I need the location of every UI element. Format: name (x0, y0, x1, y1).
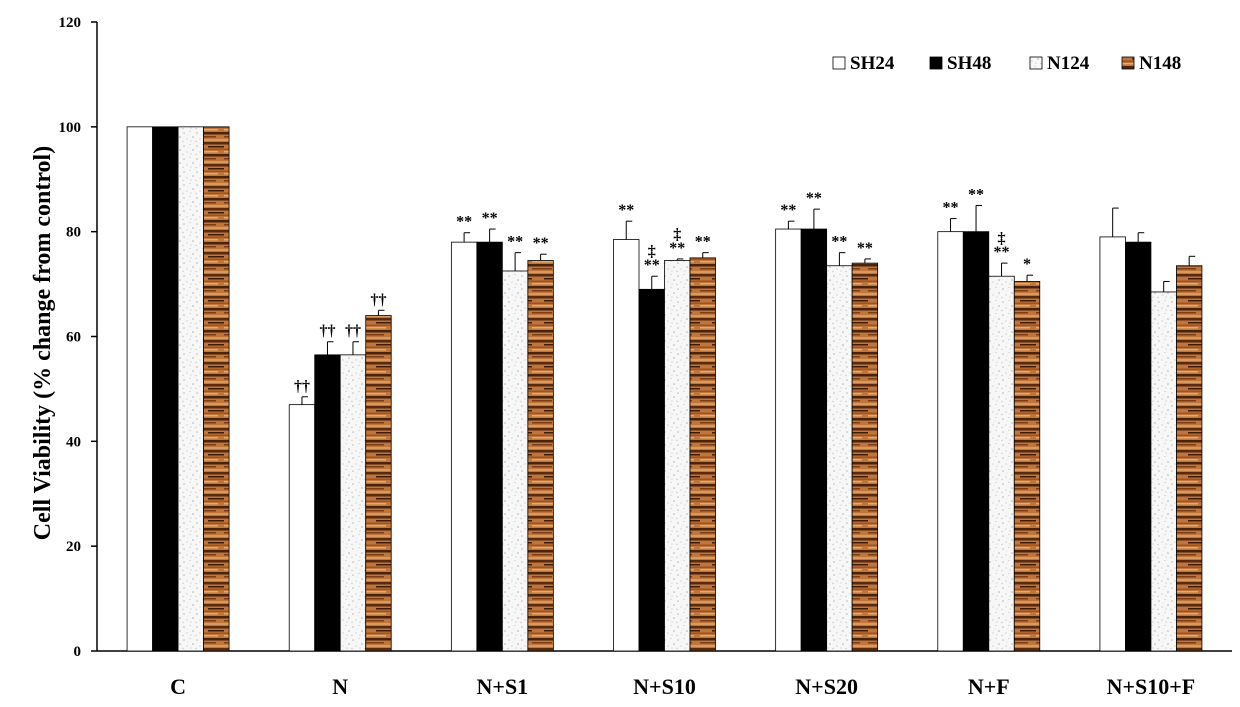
bar-sh24 (450, 241, 478, 652)
bar-sh24 (1099, 236, 1126, 652)
bar-n124 (177, 126, 204, 652)
legend-swatch-n148 (1121, 56, 1135, 70)
significance-label: †† (370, 291, 386, 308)
bar-n124 (826, 265, 853, 652)
x-tick-label: N (332, 674, 348, 699)
bar-sh48 (314, 354, 341, 652)
y-tick-label: 40 (66, 434, 81, 450)
legend-swatch-sh48 (929, 56, 943, 70)
bar-n148 (527, 260, 554, 652)
bar-n148 (689, 257, 716, 652)
y-tick-label: 120 (59, 15, 82, 31)
significance-label: ** (968, 186, 984, 203)
bar-sh24 (937, 231, 964, 652)
significance-label: ** (806, 190, 822, 207)
legend-label-n124: N124 (1047, 53, 1090, 74)
bar-n148 (203, 126, 230, 652)
significance-label: ** (857, 240, 873, 257)
bar-sh24 (126, 126, 153, 652)
x-tick-label: N+S10+F (1107, 674, 1196, 699)
significance-label: †† (294, 378, 310, 395)
bar-series-group: †† †† †† †† ** ** ** ** ** ‡ ** ‡ ** ** ** ** ** ** ** ** ‡ *… (126, 126, 1203, 652)
significance-label: ** (943, 200, 959, 217)
y-ticks: 0 20 40 60 80 100 120 (59, 15, 97, 660)
legend-swatch-n124 (1029, 56, 1043, 70)
bar-sh48 (152, 126, 179, 652)
significance-label: ‡ ** (994, 230, 1010, 261)
y-tick-label: 100 (59, 120, 82, 136)
significance-label: ** (780, 202, 796, 219)
bar-n124 (339, 354, 367, 652)
x-ticks: C N N+S1 N+S10 N+S20 N+F N+S10+F (170, 674, 1195, 699)
bar-n148 (851, 262, 879, 652)
significance-label: ** (695, 234, 711, 251)
bar-sh48 (638, 288, 665, 652)
significance-label: †† (319, 323, 335, 340)
significance-label: ** (507, 234, 523, 251)
significance-label: * (1023, 256, 1031, 273)
x-tick-label: N+S20 (795, 674, 858, 699)
bar-n148 (365, 315, 392, 652)
y-tick-label: 60 (66, 330, 81, 346)
bar-sh48 (800, 228, 828, 652)
legend-label-sh48: SH48 (947, 53, 991, 74)
bar-n148 (1176, 265, 1203, 652)
bar-sh48 (962, 231, 990, 652)
significance-label: ** (831, 234, 847, 251)
significance-label: ** (482, 210, 498, 227)
significance-label: ** (456, 214, 472, 231)
x-tick-label: N+F (968, 674, 1010, 699)
y-axis: 0 20 40 60 80 100 120 (59, 15, 98, 660)
bar-sh48 (1125, 241, 1152, 652)
bar-n124 (501, 270, 529, 652)
legend-swatch-sh24 (832, 56, 846, 70)
bar-n124 (664, 260, 691, 652)
significance-label: ‡ ** (644, 243, 660, 274)
y-tick-label: 80 (66, 225, 81, 241)
bar-n148 (1013, 281, 1041, 652)
bar-n124 (988, 275, 1015, 652)
bar-sh24 (288, 404, 316, 652)
legend-label-sh24: SH24 (850, 53, 895, 74)
bar-sh24 (775, 228, 802, 652)
x-tick-label: N+S10 (633, 674, 696, 699)
significance-label: †† (345, 323, 361, 340)
legend-label-n148: N148 (1139, 53, 1181, 74)
significance-label: ** (533, 235, 549, 252)
bar-sh48 (476, 241, 503, 652)
significance-label: ** (618, 202, 634, 219)
bar-sh24 (613, 239, 640, 652)
y-tick-label: 20 (66, 539, 81, 555)
bar-n124 (1150, 291, 1177, 652)
significance-label: ‡ ** (669, 226, 685, 257)
x-tick-label: N+S1 (477, 674, 529, 699)
y-tick-label: 0 (74, 644, 82, 660)
x-tick-label: C (170, 674, 186, 699)
legend: SH24 SH48 N124 N148 (832, 53, 1181, 74)
x-axis: C N N+S1 N+S10 N+S20 N+F N+S10+F (97, 650, 1232, 699)
y-axis-label: Cell Viability (% change from control) (30, 146, 56, 540)
